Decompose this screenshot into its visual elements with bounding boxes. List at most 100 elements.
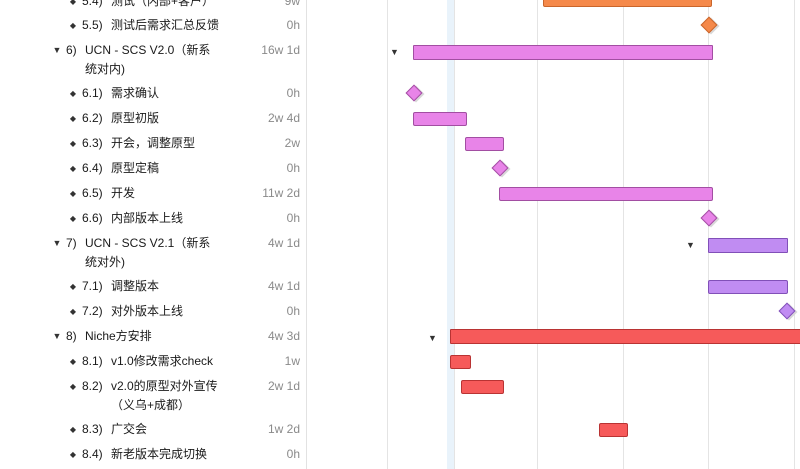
task-row-6-2[interactable]: ◆ 6.2) 原型初版 2w 4d [0,111,306,127]
task-row-8-3[interactable]: ◆ 8.3) 广交会 1w 2d [0,422,306,438]
task-duration: 0h [286,447,300,461]
task-number: 7) [66,236,77,250]
task-row-7-1[interactable]: ◆ 7.1) 调整版本 4w 1d [0,279,306,295]
task-name: 测试后需求汇总反馈 [111,18,220,32]
task-number: 6.3) [82,136,103,150]
task-number: 6.2) [82,111,103,125]
task-name: 开会，调整原型 [111,136,196,150]
task-bullet-icon: ◆ [69,0,77,6]
gantt-summary-bar-7[interactable] [708,238,788,253]
task-bullet-icon: ◆ [69,214,77,223]
task-bullet-icon: ◆ [69,450,77,459]
disclosure-triangle-icon[interactable]: ▼ [52,45,62,55]
task-bullet-icon: ◆ [69,139,77,148]
task-bullet-icon: ◆ [69,425,77,434]
task-row-8[interactable]: ▼ 8) Niche方安排 4w 3d [0,329,306,345]
grid-line [387,0,388,469]
disclosure-triangle-icon[interactable]: ▼ [52,238,62,248]
task-name: UCN - SCS V2.1（新系 统对外) [85,236,211,269]
task-outline: ◆ 5.4) 测试（内部+客户） 9w ◆ 5.5) 测试后需求汇总反馈 0h … [0,0,306,469]
task-duration: 11w 2d [262,186,300,200]
task-number: 8.2) [82,379,103,393]
task-number: 8) [66,329,77,343]
task-number: 8.1) [82,354,103,368]
task-duration: 1w 2d [267,422,300,436]
task-row-7[interactable]: ▼ 7) UCN - SCS V2.1（新系 统对外) 4w 1d [0,236,306,272]
task-duration: 1w [284,354,300,368]
task-duration: 4w 1d [267,236,300,250]
task-name: 原型定稿 [111,161,160,175]
summary-collapse-icon[interactable]: ▼ [686,240,695,250]
task-duration: 16w 1d [261,43,300,57]
task-name: Niche方安排 [85,329,152,343]
task-bullet-icon: ◆ [69,307,77,316]
task-duration: 4w 1d [267,279,300,293]
gantt-bar-5-4[interactable] [543,0,712,7]
gantt-bar-8-1[interactable] [450,355,471,369]
task-duration: 0h [286,86,300,100]
grid-line [623,0,624,469]
task-number: 7.2) [82,304,103,318]
task-name: 广交会 [111,422,148,436]
gantt-bar-7-1[interactable] [708,280,788,294]
gantt-bar-6-5[interactable] [499,187,713,201]
gantt-summary-bar-8[interactable] [450,329,800,344]
grid-line [794,0,795,469]
task-row-8-1[interactable]: ◆ 8.1) v1.0修改需求check 1w [0,354,306,370]
milestone-6-1[interactable] [405,84,423,102]
task-row-8-4[interactable]: ◆ 8.4) 新老版本完成切换 0h [0,447,306,463]
task-row-5-5[interactable]: ◆ 5.5) 测试后需求汇总反馈 0h [0,18,306,34]
task-duration: 2w [284,136,300,150]
gantt-bar-6-2[interactable] [413,112,467,126]
task-name: 新老版本完成切换 [111,447,208,461]
task-row-6-3[interactable]: ◆ 6.3) 开会，调整原型 2w [0,136,306,152]
milestone-7-2[interactable] [778,302,796,320]
task-number: 8.3) [82,422,103,436]
task-bullet-icon: ◆ [69,357,77,366]
task-row-8-2[interactable]: ◆ 8.2) v2.0的原型对外宣传 （义乌+成都） 2w 1d [0,379,306,415]
task-row-6-4[interactable]: ◆ 6.4) 原型定稿 0h [0,161,306,177]
milestone-6-6[interactable] [700,209,718,227]
task-row-6-1[interactable]: ◆ 6.1) 需求确认 0h [0,86,306,102]
pane-divider[interactable] [306,0,307,469]
task-bullet-icon: ◆ [69,382,77,391]
disclosure-triangle-icon[interactable]: ▼ [52,331,62,341]
task-name: 原型初版 [111,111,160,125]
gantt-summary-bar-6[interactable] [413,45,713,60]
task-number: 6.4) [82,161,103,175]
task-bullet-icon: ◆ [69,282,77,291]
task-name: 开发 [111,186,136,200]
task-row-7-2[interactable]: ◆ 7.2) 对外版本上线 0h [0,304,306,320]
task-number: 5.5) [82,18,103,32]
grid-line [454,0,455,469]
task-number: 5.4) [82,0,103,8]
task-name: 内部版本上线 [111,211,184,225]
task-row-6-6[interactable]: ◆ 6.6) 内部版本上线 0h [0,211,306,227]
task-bullet-icon: ◆ [69,189,77,198]
task-duration: 2w 1d [267,379,300,393]
milestone-6-4[interactable] [491,159,509,177]
task-duration: 2w 4d [267,111,300,125]
task-bullet-icon: ◆ [69,164,77,173]
task-name: UCN - SCS V2.0（新系 统对内) [85,43,211,76]
task-row-5-4[interactable]: ◆ 5.4) 测试（内部+客户） 9w [0,0,306,10]
task-name: v2.0的原型对外宣传 （义乌+成都） [111,379,218,412]
task-number: 6.1) [82,86,103,100]
task-row-6-5[interactable]: ◆ 6.5) 开发 11w 2d [0,186,306,202]
gantt-bar-6-3[interactable] [465,137,504,151]
task-duration: 0h [286,211,300,225]
grid-line [537,0,538,469]
task-number: 8.4) [82,447,103,461]
task-bullet-icon: ◆ [69,114,77,123]
gantt-bar-8-3[interactable] [599,423,628,437]
task-name: 调整版本 [111,279,160,293]
task-duration: 9w [284,0,300,8]
summary-collapse-icon[interactable]: ▼ [390,47,399,57]
gantt-bar-8-2[interactable] [461,380,504,394]
task-name: v1.0修改需求check [111,354,214,368]
summary-collapse-icon[interactable]: ▼ [428,333,437,343]
task-duration: 0h [286,304,300,318]
task-bullet-icon: ◆ [69,21,77,30]
task-row-6[interactable]: ▼ 6) UCN - SCS V2.0（新系 统对内) 16w 1d [0,43,306,79]
milestone-5-5[interactable] [700,16,718,34]
